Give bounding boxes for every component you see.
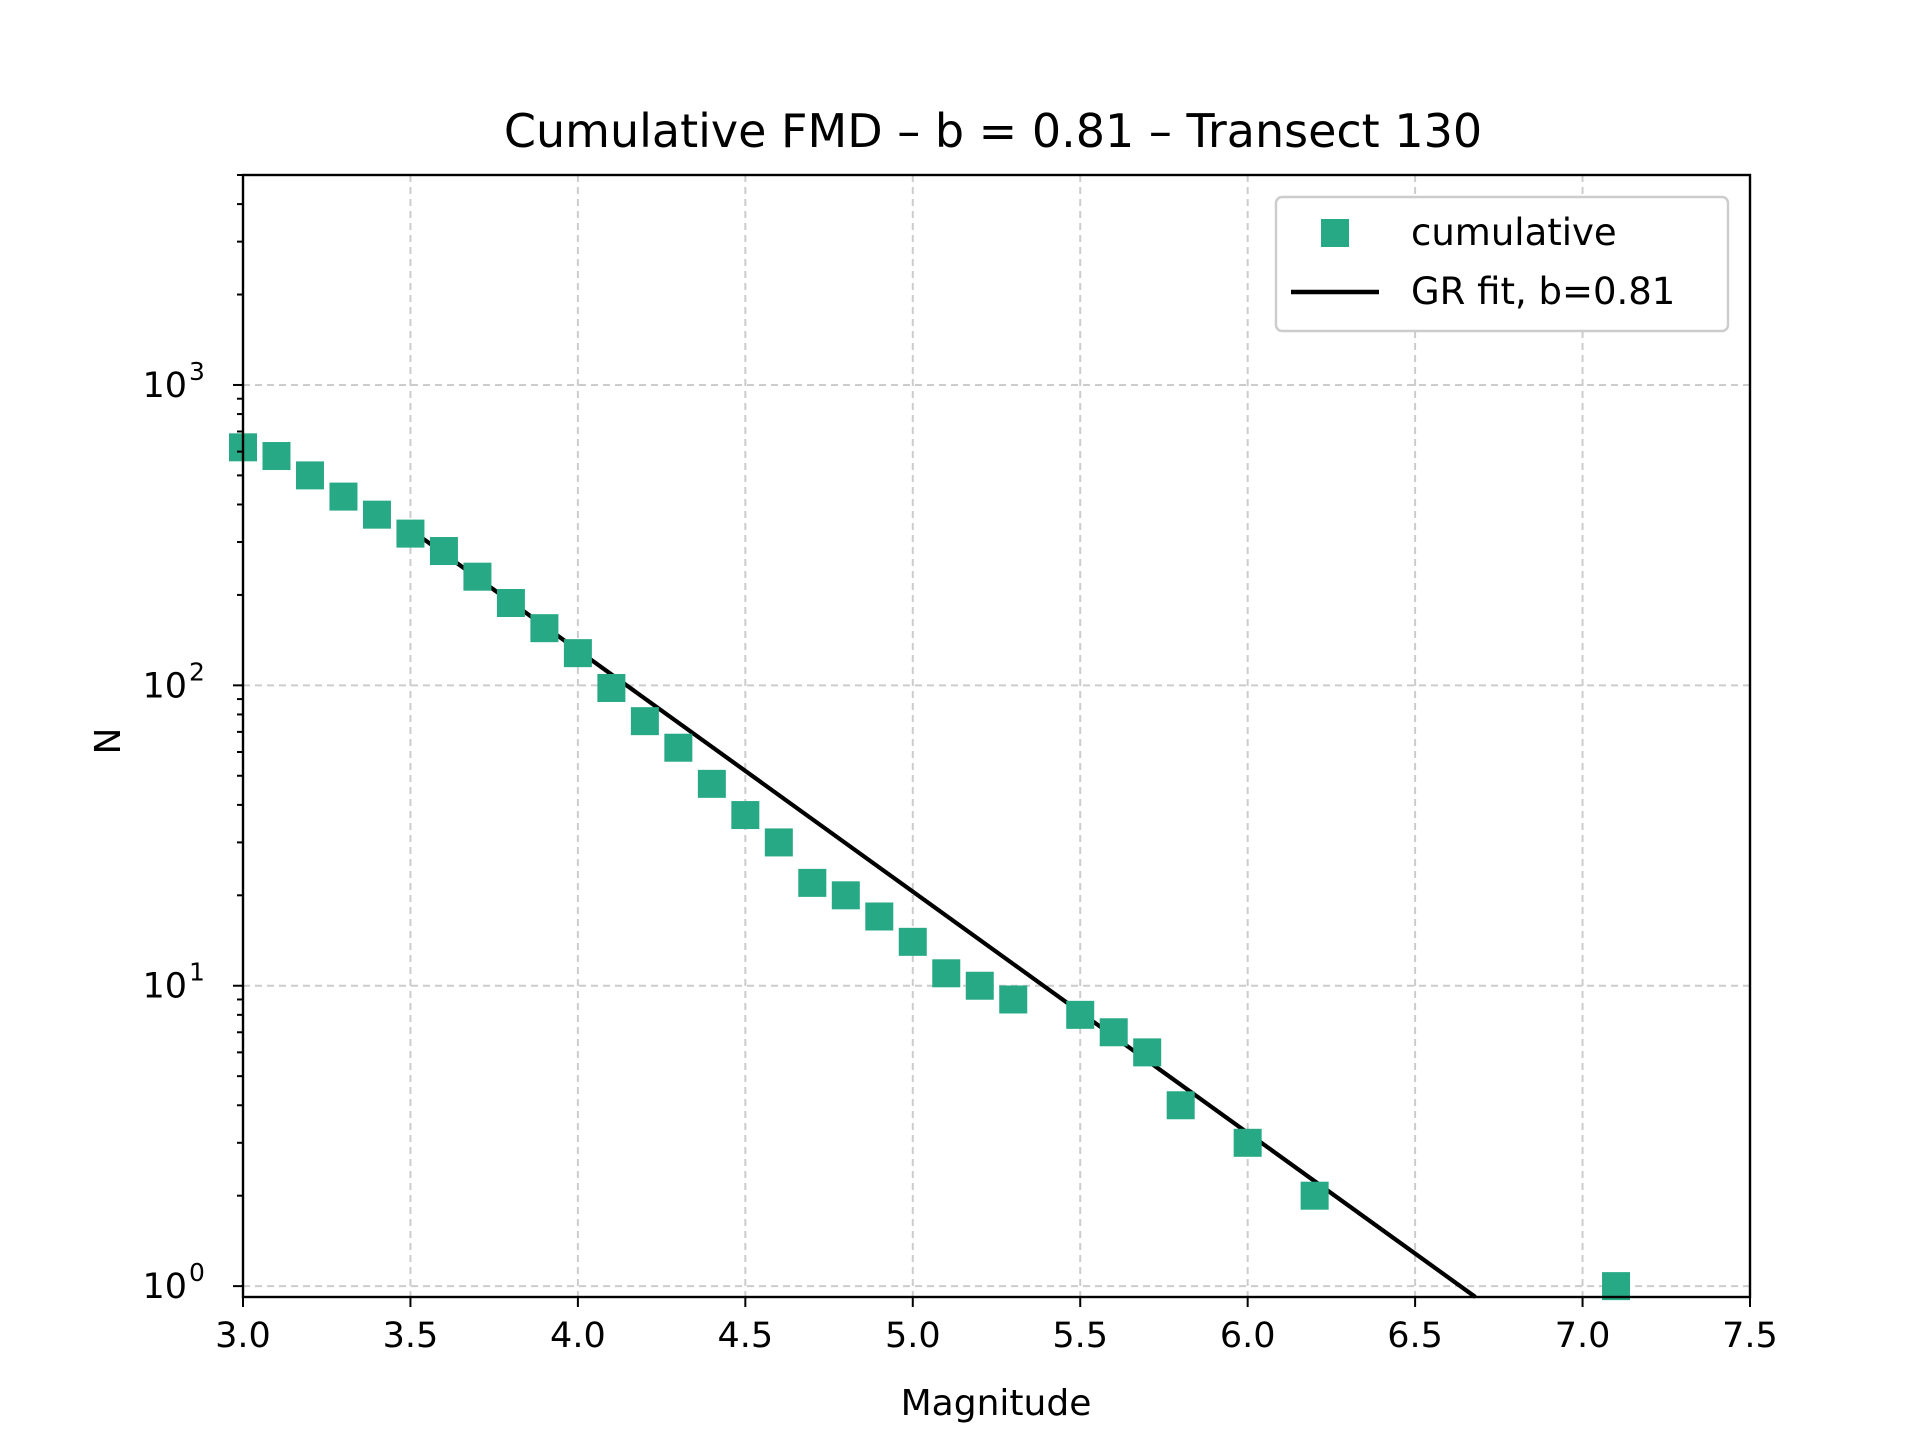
data-point [362, 500, 391, 529]
data-point [1300, 1181, 1329, 1210]
data-point [1066, 1000, 1095, 1029]
data-point [530, 614, 559, 643]
legend: cumulative GR fit, b=0.81 [1274, 195, 1730, 333]
data-point [262, 442, 291, 471]
data-point [898, 927, 927, 956]
data-point [1166, 1091, 1195, 1120]
data-point [396, 519, 425, 548]
data-point [697, 769, 726, 798]
y-tick-label: 10 [142, 666, 187, 706]
x-tick-label: 4.0 [550, 1316, 606, 1356]
data-point [429, 537, 458, 566]
data-point [630, 707, 659, 736]
data-point [764, 828, 793, 857]
x-tick-label: 6.0 [1220, 1316, 1276, 1356]
x-tick-label: 5.0 [885, 1316, 941, 1356]
y-tick-exponent: 0 [189, 1258, 205, 1287]
data-point [831, 881, 860, 910]
y-tick-exponent: 1 [189, 958, 205, 987]
grid-layer [242, 175, 1751, 1297]
chart-title: Cumulative FMD – b = 0.81 – Transect 130 [504, 104, 1482, 158]
data-point [664, 733, 693, 762]
data-point [496, 588, 525, 617]
data-point [798, 868, 827, 897]
y-axis-label: N [88, 728, 129, 755]
x-axis: 3.0 3.5 4.0 4.5 5.0 5.5 6.0 6.5 7.0 7.5 [215, 1297, 1778, 1356]
data-point [999, 985, 1028, 1014]
data-point [731, 801, 760, 830]
data-point [865, 902, 894, 931]
y-tick-label: 10 [142, 1267, 187, 1307]
x-tick-label: 7.0 [1555, 1316, 1611, 1356]
data-point [463, 562, 492, 591]
data-point [1602, 1272, 1631, 1301]
data-point [932, 959, 961, 988]
y-tick-exponent: 3 [189, 357, 205, 386]
y-tick-label: 10 [142, 967, 187, 1007]
x-tick-label: 6.5 [1387, 1316, 1443, 1356]
data-point [1099, 1018, 1128, 1047]
data-point [295, 461, 324, 490]
x-tick-label: 4.5 [717, 1316, 773, 1356]
points-layer [229, 433, 1631, 1301]
plot-frame [241, 173, 1752, 1299]
y-tick-label: 10 [142, 366, 187, 406]
x-tick-label: 3.0 [215, 1316, 271, 1356]
legend-label-gr-fit: GR fit, b=0.81 [1411, 270, 1675, 313]
x-tick-label: 7.5 [1722, 1316, 1778, 1356]
data-point [597, 673, 626, 702]
legend-box [1274, 195, 1730, 333]
x-tick-label: 3.5 [383, 1316, 439, 1356]
x-axis-label: Magnitude [901, 1383, 1092, 1424]
y-tick-exponent: 2 [189, 657, 205, 686]
data-point [563, 639, 592, 668]
data-point [329, 482, 358, 511]
legend-marker-cumulative [1321, 219, 1349, 247]
data-point [1233, 1128, 1262, 1157]
data-point [965, 971, 994, 1000]
legend-label-cumulative: cumulative [1411, 211, 1617, 254]
data-point [1133, 1038, 1162, 1067]
x-tick-label: 5.5 [1052, 1316, 1108, 1356]
